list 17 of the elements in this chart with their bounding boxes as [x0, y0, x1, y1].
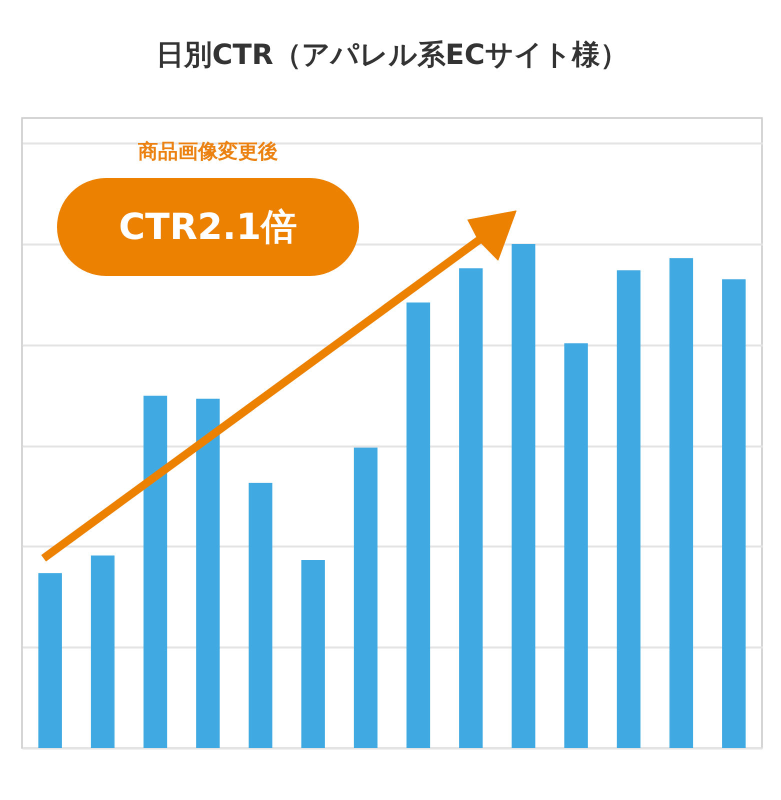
- text: 商品画像変更後: [137, 138, 279, 165]
- chart-title: 日別CTR（アパレル系ECサイト様）: [156, 38, 628, 71]
- bar: [90, 555, 115, 748]
- bar: [144, 396, 168, 748]
- bar: [301, 560, 325, 748]
- bar: [38, 573, 62, 748]
- bar: [564, 343, 588, 748]
- bar: [722, 279, 746, 748]
- bar: [616, 270, 640, 748]
- rounded-label-shape: CTR2.1倍: [57, 178, 359, 276]
- bar: [406, 302, 430, 748]
- bar: [354, 448, 378, 748]
- bar: [459, 268, 483, 748]
- bar: [669, 258, 694, 748]
- bar: [248, 482, 272, 748]
- bar: [512, 244, 536, 748]
- bar: [196, 398, 220, 748]
